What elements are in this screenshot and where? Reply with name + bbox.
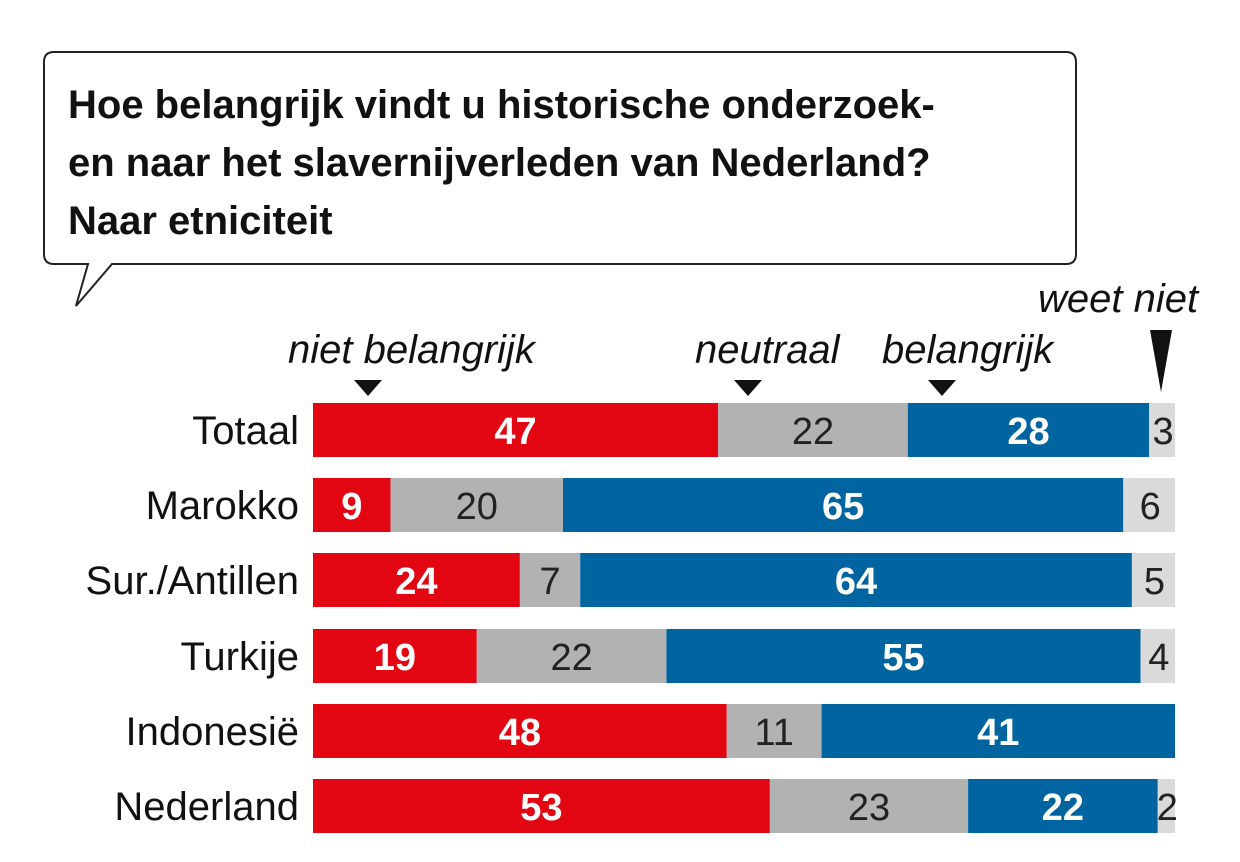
data-label: 5 [1144,561,1165,603]
bar-segment-neutraal [519,553,581,607]
data-label: 47 [494,411,536,453]
bar-segment-neutraal [390,478,563,532]
data-label: 65 [822,486,864,528]
data-label: 4 [1148,637,1169,679]
data-label: 48 [499,712,541,754]
legend: niet belangrijk neutraal belangrijk weet ni… [288,277,1200,396]
bar-segment-belangrijk [907,403,1150,457]
legend-label-weet-niet: weet niet [1038,277,1200,321]
data-label: 22 [550,637,592,679]
data-label: 64 [835,561,877,603]
speech-bubble [43,51,1077,307]
bar-segment-belangrijk [562,478,1124,532]
row-label: Marokko [146,484,299,528]
bar-segment-neutraal [769,779,969,833]
bar-segment-niet-belangrijk [313,704,727,758]
bar-segment-niet-belangrijk [313,403,719,457]
bar-segment-weet-niet [1149,403,1175,457]
data-label: 3 [1152,411,1173,453]
bar-row: Turkije 19 22 55 4 [180,629,1175,683]
row-label: Indonesië [126,710,299,754]
data-label: 22 [792,411,834,453]
bar-segment-niet-belangrijk [313,779,770,833]
data-label: 23 [848,787,890,829]
data-label: 6 [1140,486,1161,528]
data-label: 7 [539,561,560,603]
data-label: 53 [520,787,562,829]
bar-segment-niet-belangrijk [313,478,391,532]
legend-marker-neutraal [734,380,762,396]
bar-segment-weet-niet [1123,478,1175,532]
title-line-3: Naar etniciteit [68,199,333,243]
legend-label-niet-belangrijk: niet belangrijk [288,328,537,372]
data-label: 20 [456,486,498,528]
bar-segment-weet-niet [1140,629,1175,683]
bar-segment-niet-belangrijk [313,553,520,607]
bar-segment-belangrijk [580,553,1132,607]
bar-row: Sur./Antillen 24 7 64 5 [86,553,1175,607]
data-label: 28 [1007,411,1049,453]
bar-segment-belangrijk [968,779,1158,833]
bar-segment-neutraal [726,704,822,758]
bar-segment-neutraal [718,403,908,457]
bar-segment-neutraal [476,629,667,683]
bar-segment-belangrijk [666,629,1141,683]
row-label: Turkije [180,635,299,679]
data-label: 19 [374,637,416,679]
title-line-1: Hoe belangrijk vindt u historische onder… [68,83,935,127]
bar-segment-weet-niet [1131,553,1175,607]
bar-row: Marokko 9 20 65 6 [146,478,1175,532]
bar-segment-niet-belangrijk [313,629,477,683]
data-label: 24 [395,561,437,603]
chart-title: Hoe belangrijk vindt u historische onder… [68,83,935,243]
legend-label-neutraal: neutraal [695,328,841,372]
legend-marker-belangrijk [928,380,956,396]
legend-label-belangrijk: belangrijk [882,328,1055,372]
bar-segment-belangrijk [821,704,1175,758]
bar-row: Totaal 47 22 28 3 [192,403,1175,457]
legend-marker-niet-belangrijk [354,380,382,396]
row-label: Nederland [114,785,299,829]
data-label: 22 [1042,787,1084,829]
legend-marker-weet-niet [1150,330,1172,392]
row-label: Totaal [192,409,299,453]
data-label: 41 [977,712,1019,754]
data-label: 9 [341,486,362,528]
data-label: 11 [754,712,793,754]
bar-row: Nederland 53 23 22 2 [114,779,1178,833]
row-label: Sur./Antillen [86,559,299,603]
data-label: 55 [882,637,924,679]
bar-row: Indonesië 48 11 41 [126,704,1175,758]
bar-segment-weet-niet [1157,779,1175,833]
title-line-2: en naar het slavernijverleden van Nederl… [68,141,931,185]
data-label: 2 [1157,787,1178,829]
